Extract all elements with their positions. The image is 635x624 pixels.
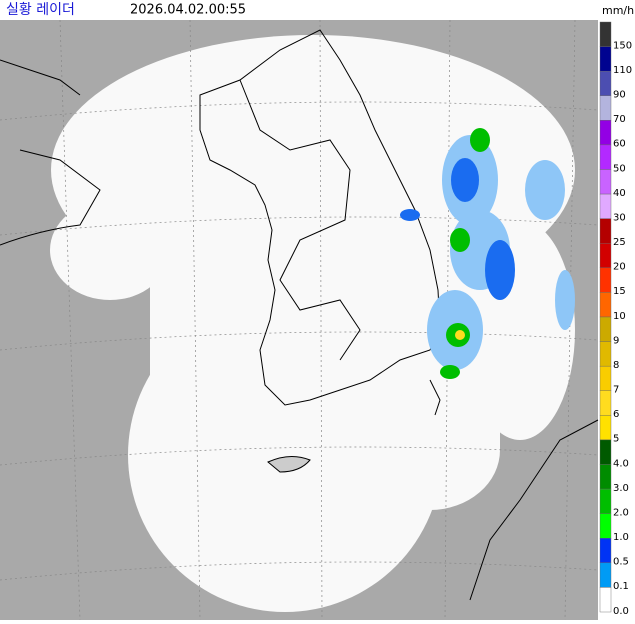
legend-label: 10 — [613, 311, 626, 322]
legend-swatch — [599, 21, 612, 47]
legend-label: 3.0 — [613, 483, 629, 494]
legend-swatch — [599, 365, 612, 391]
legend-label: 0.5 — [613, 557, 629, 568]
legend-label: 70 — [613, 114, 626, 125]
legend-swatch — [599, 169, 612, 195]
legend-swatch — [599, 144, 612, 170]
legend-label: 5 — [613, 434, 619, 445]
coastlines — [0, 29, 599, 601]
legend-swatch — [599, 292, 612, 318]
graticule — [0, 19, 599, 621]
legend-swatch — [599, 464, 612, 490]
legend-swatch — [599, 70, 612, 96]
legend-swatch — [599, 587, 612, 613]
legend-label: 25 — [613, 237, 626, 248]
legend-swatch — [599, 120, 612, 146]
legend-swatch — [599, 562, 612, 588]
legend-label: 1.0 — [613, 532, 629, 543]
legend-label: 0.1 — [613, 581, 629, 592]
title: 실황 레이더 — [6, 2, 75, 18]
map — [0, 19, 599, 621]
legend-swatch — [599, 95, 612, 121]
unit: mm/h — [602, 4, 634, 17]
legend-label: 60 — [613, 139, 626, 150]
radar-coverage — [50, 35, 575, 612]
legend-swatch — [599, 415, 612, 441]
legend-label: 30 — [613, 212, 626, 223]
legend-label: 20 — [613, 262, 626, 273]
legend-swatch — [599, 439, 612, 465]
legend-label: 0.0 — [613, 606, 629, 617]
legend-swatch — [599, 46, 612, 72]
legend-swatch — [599, 267, 612, 293]
legend-label: 90 — [613, 90, 626, 101]
legend: 150 110 90 70 60 50 40 30 25 20 15 10 9 8 7 6 5 4.0 3.0 2.0… — [599, 21, 632, 617]
legend-swatch — [599, 218, 612, 244]
legend-label: 2.0 — [613, 507, 629, 518]
legend-swatch — [599, 513, 612, 539]
legend-label: 50 — [613, 163, 626, 174]
legend-swatch — [599, 316, 612, 342]
legend-label: 110 — [613, 65, 632, 76]
legend-swatch — [599, 538, 612, 564]
legend-label: 9 — [613, 335, 619, 346]
legend-label: 4.0 — [613, 458, 629, 469]
legend-swatch — [599, 488, 612, 514]
timestamp: 2026.04.02.00:55 — [130, 3, 246, 18]
rain-echoes — [400, 128, 575, 379]
legend-label: 6 — [613, 409, 619, 420]
legend-label: 150 — [613, 40, 632, 51]
legend-label: 15 — [613, 286, 626, 297]
legend-label: 8 — [613, 360, 619, 371]
legend-swatch — [599, 341, 612, 367]
legend-swatch — [599, 193, 612, 219]
legend-label: 40 — [613, 188, 626, 199]
legend-swatch — [599, 243, 612, 269]
legend-label: 7 — [613, 385, 619, 396]
legend-swatch — [599, 390, 612, 416]
